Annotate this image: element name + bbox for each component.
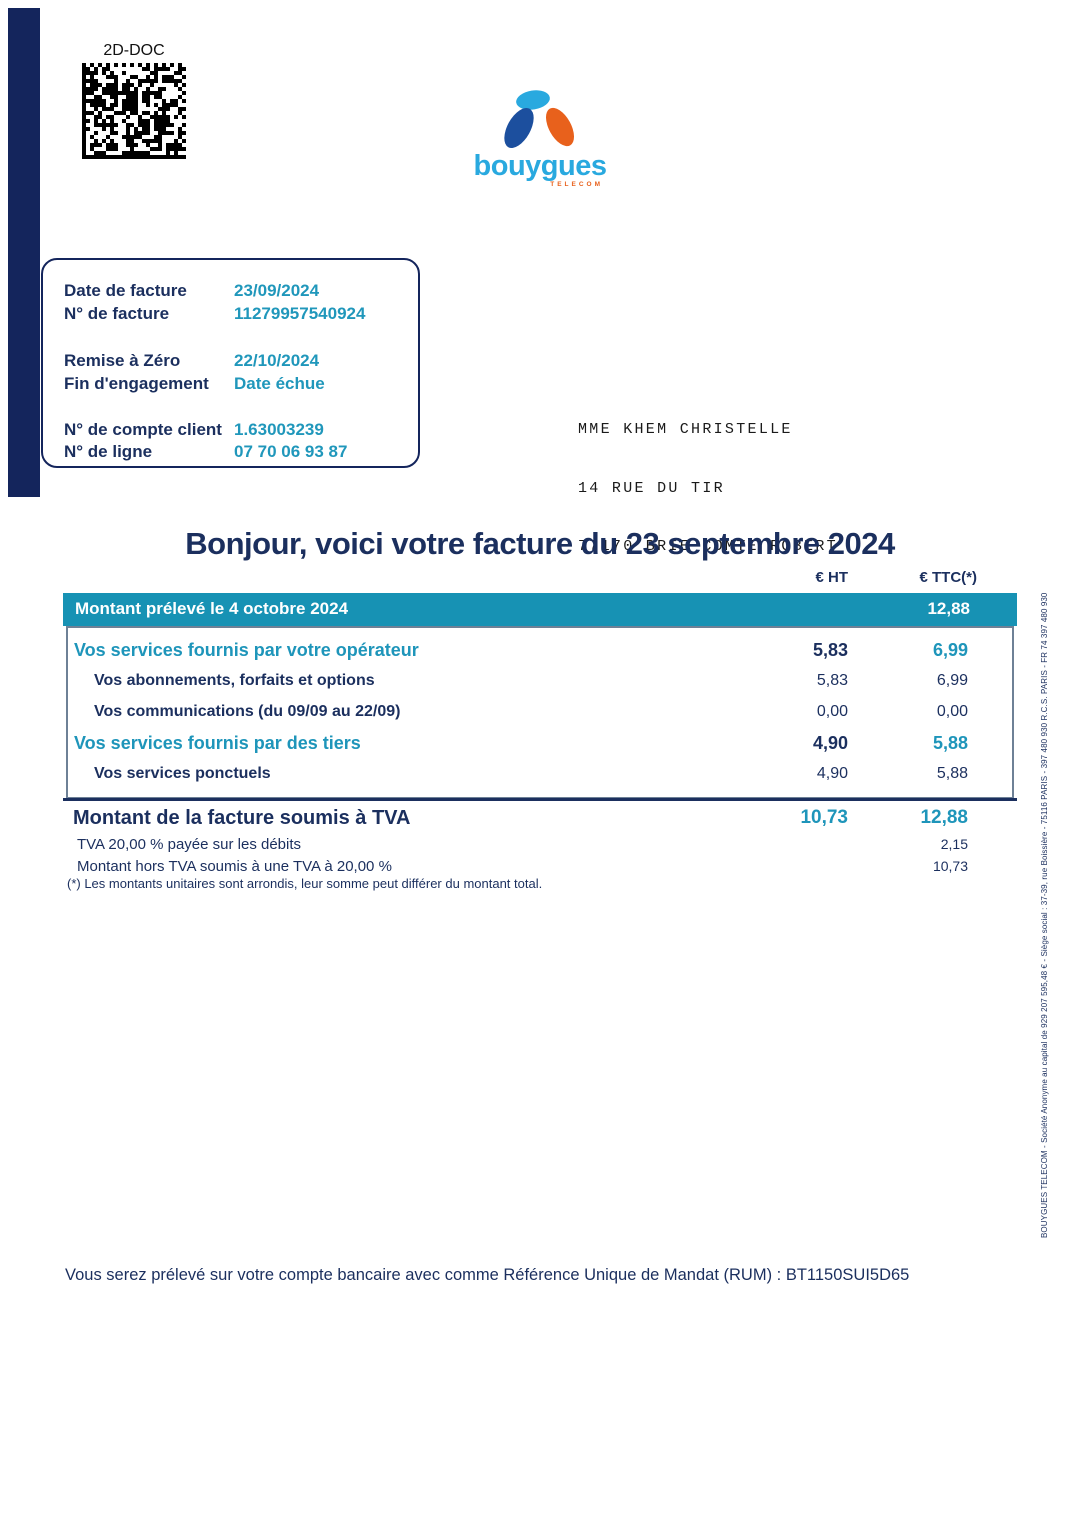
- 2d-doc-barcode: [82, 63, 186, 159]
- tva-label: Montant hors TVA soumis à une TVA à 20,0…: [77, 858, 392, 875]
- info-row: Fin d'engagement Date échue: [43, 374, 418, 396]
- column-header-ht: € HT: [815, 569, 848, 586]
- invoice-info-box: Date de facture 23/09/2024 N° de facture…: [41, 258, 420, 468]
- row-label: Vos communications (du 09/09 au 22/09): [94, 703, 401, 720]
- info-label: N° de ligne: [64, 442, 153, 461]
- legal-sideline: BOUYGUES TELECOM - Société Anonyme au ca…: [1040, 592, 1049, 1239]
- tva-row: Montant hors TVA soumis à une TVA à 20,0…: [0, 858, 1080, 878]
- info-row: N° de facture 11279957540924: [43, 304, 418, 326]
- prelevement-bar: Montant prélevé le 4 octobre 2024 12,88: [63, 593, 1017, 626]
- table-row: Vos communications (du 09/09 au 22/09) 0…: [0, 703, 1080, 727]
- prelevement-label: Montant prélevé le 4 octobre 2024: [75, 599, 349, 618]
- info-row: Remise à Zéro 22/10/2024: [43, 351, 418, 373]
- info-row: Date de facture 23/09/2024: [43, 281, 418, 303]
- row-ttc: 6,99: [936, 672, 968, 689]
- tva-row: TVA 20,00 % payée sur les débits 2,15: [0, 836, 1080, 856]
- info-row: N° de compte client 1.63003239: [43, 420, 418, 442]
- row-ttc: 6,99: [932, 640, 968, 660]
- info-label: N° de compte client: [64, 420, 222, 439]
- row-ht: 5,83: [816, 672, 848, 689]
- prelevement-amount-ttc: 12,88: [927, 599, 970, 618]
- services-table-box: [66, 626, 1014, 799]
- barcode-label: 2D-DOC: [103, 42, 165, 59]
- tva-amount: 2,15: [940, 836, 968, 852]
- info-value: 23/09/2024: [234, 281, 320, 300]
- table-separator-rule: [63, 798, 1017, 801]
- info-value: 22/10/2024: [234, 351, 320, 370]
- total-label: Montant de la facture soumis à TVA: [73, 807, 411, 829]
- total-ttc: 12,88: [920, 807, 968, 828]
- row-ttc: 5,88: [936, 765, 968, 782]
- info-label: Date de facture: [64, 281, 187, 300]
- info-value: Date échue: [234, 374, 325, 393]
- total-row: Montant de la facture soumis à TVA 10,73…: [0, 807, 1080, 831]
- row-label: Vos services ponctuels: [94, 765, 271, 782]
- left-accent-bar: [8, 8, 40, 497]
- tva-label: TVA 20,00 % payée sur les débits: [77, 836, 302, 853]
- tva-amount: 10,73: [932, 858, 968, 874]
- recipient-address: MME KHEM CHRISTELLE 14 RUE DU TIR 77170 …: [578, 381, 838, 576]
- table-row: Vos abonnements, forfaits et options 5,8…: [0, 672, 1080, 696]
- mandate-reference-line: Vous serez prélevé sur votre compte banc…: [65, 1266, 910, 1284]
- row-label: Vos abonnements, forfaits et options: [94, 672, 375, 689]
- info-label: Remise à Zéro: [64, 351, 181, 370]
- page-title: Bonjour, voici votre facture du 23 septe…: [185, 526, 895, 561]
- row-label: Vos services fournis par des tiers: [74, 733, 361, 753]
- info-value: 07 70 06 93 87: [234, 442, 348, 461]
- info-value: 11279957540924: [234, 304, 366, 323]
- logo-wordmark: bouygues: [473, 150, 607, 182]
- info-label: N° de facture: [64, 304, 170, 323]
- row-ttc: 5,88: [932, 733, 968, 753]
- column-header-ttc: € TTC(*): [919, 569, 978, 586]
- logo-ellipses-icon: [504, 90, 575, 149]
- recipient-name: MME KHEM CHRISTELLE: [578, 421, 793, 438]
- info-value: 1.63003239: [234, 420, 324, 439]
- row-ht: 4,90: [812, 733, 848, 753]
- recipient-city: 77170 BRIE COMTE ROBERT: [578, 538, 838, 555]
- row-ht: 0,00: [816, 703, 848, 720]
- info-row: N° de ligne 07 70 06 93 87: [43, 442, 418, 464]
- row-label: Vos services fournis par votre opérateur: [74, 640, 419, 660]
- row-ht: 5,83: [812, 640, 848, 660]
- table-row: Vos services ponctuels 4,90 5,88: [0, 765, 1080, 789]
- row-ttc: 0,00: [936, 703, 968, 720]
- rounding-footnote: (*) Les montants unitaires sont arrondis…: [67, 876, 543, 891]
- bouygues-telecom-logo: bouygues TELECOM: [470, 80, 610, 192]
- total-ht: 10,73: [800, 807, 848, 828]
- table-row: Vos services fournis par des tiers 4,90 …: [0, 733, 1080, 757]
- recipient-street: 14 RUE DU TIR: [578, 479, 725, 497]
- info-label: Fin d'engagement: [64, 374, 209, 393]
- row-ht: 4,90: [816, 765, 848, 782]
- logo-sub-brand: TELECOM: [550, 181, 603, 188]
- table-row: Vos services fournis par votre opérateur…: [0, 640, 1080, 664]
